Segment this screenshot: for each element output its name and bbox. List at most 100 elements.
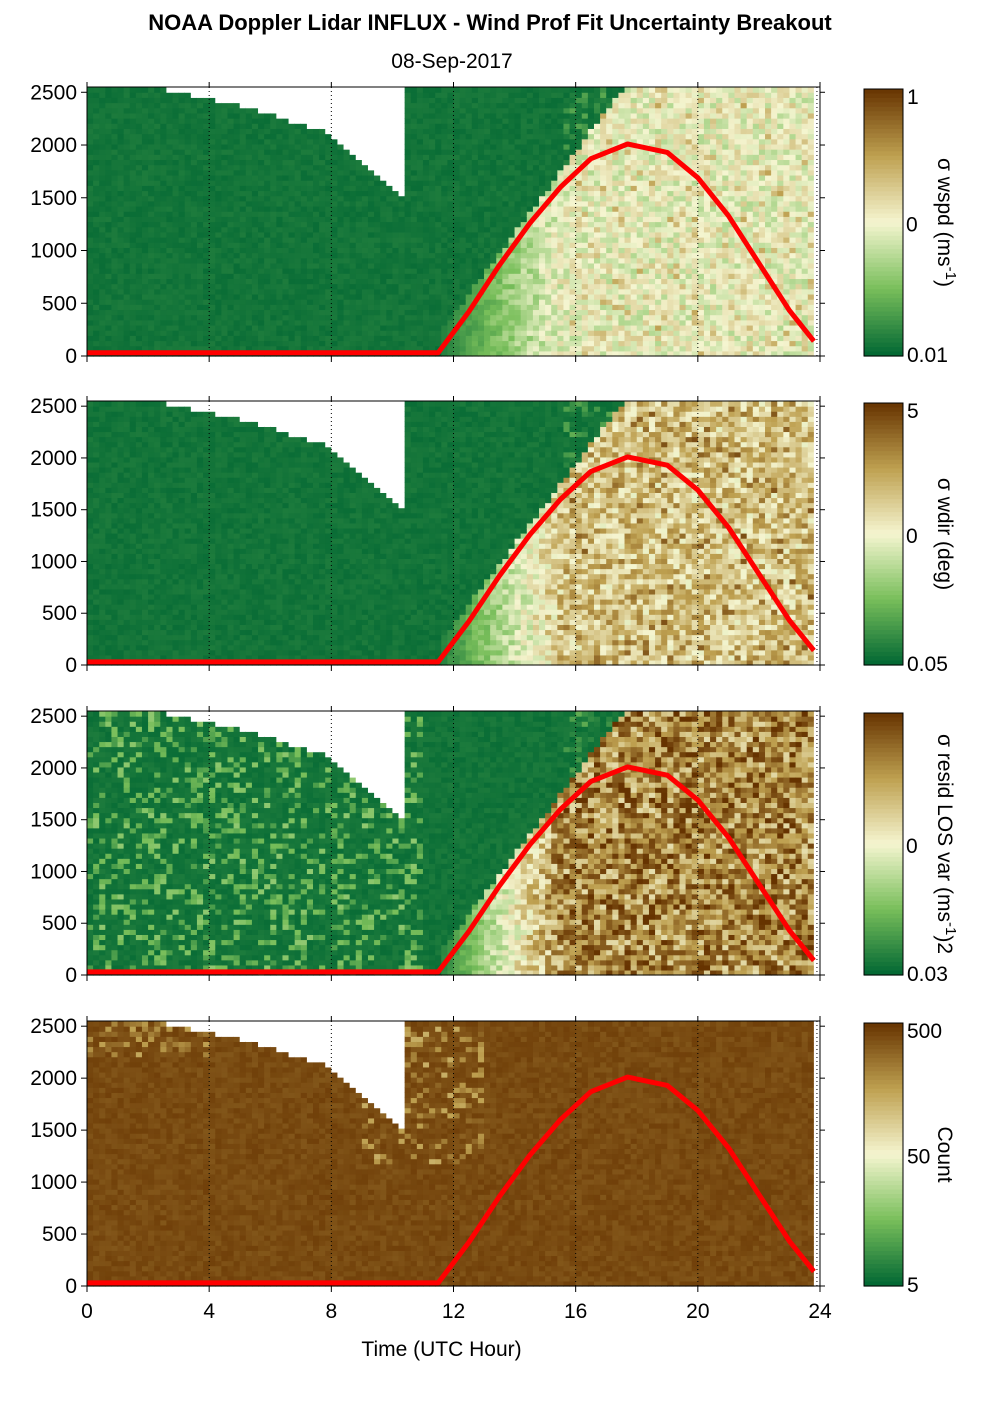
heatmap-cell <box>587 133 595 140</box>
heatmap-cell <box>435 185 442 192</box>
heatmap-cell <box>172 97 180 104</box>
heatmap-cell <box>386 112 394 119</box>
heatmap-cell <box>196 164 204 171</box>
heatmap-cell <box>447 340 455 347</box>
heatmap-cell <box>239 180 247 186</box>
heatmap-cell <box>520 273 528 279</box>
heatmap-cell <box>258 154 265 161</box>
heatmap-cell <box>551 299 558 305</box>
heatmap-cell <box>215 314 222 321</box>
heatmap-cell <box>203 133 210 140</box>
heatmap-cell <box>526 92 534 98</box>
heatmap-cell <box>600 335 607 342</box>
heatmap-cell <box>648 128 656 135</box>
heatmap-cell <box>196 268 204 274</box>
heatmap-cell <box>374 169 381 176</box>
heatmap-cell <box>196 102 204 109</box>
heatmap-cell <box>551 293 558 300</box>
heatmap-cell <box>276 164 284 171</box>
heatmap-cell <box>477 211 485 217</box>
heatmap-cell <box>288 278 296 285</box>
heatmap-cell <box>355 123 363 129</box>
heatmap-cell <box>496 231 503 238</box>
heatmap-cell <box>87 133 94 140</box>
heatmap-cell <box>99 278 106 285</box>
heatmap-cell <box>233 102 241 109</box>
heatmap-cell <box>172 221 180 228</box>
heatmap-cell <box>374 257 381 264</box>
heatmap-cell <box>184 92 192 98</box>
heatmap-cell <box>129 345 137 352</box>
heatmap-cell <box>129 252 137 259</box>
heatmap-cell <box>667 159 674 166</box>
heatmap-cell <box>282 164 290 171</box>
heatmap-cell <box>245 340 253 347</box>
heatmap-cell <box>117 200 125 207</box>
heatmap-cell <box>624 345 632 352</box>
heatmap-cell <box>526 164 534 171</box>
heatmap-cell <box>251 143 259 150</box>
heatmap-cell <box>221 195 229 202</box>
heatmap-cell <box>563 257 571 264</box>
heatmap-cell <box>190 340 198 347</box>
heatmap-cell <box>129 169 137 176</box>
heatmap-cell <box>331 133 339 140</box>
heatmap-cell <box>148 247 155 254</box>
heatmap-cell <box>636 154 644 161</box>
heatmap-cell <box>465 299 473 305</box>
heatmap-cell <box>190 273 198 279</box>
heatmap-cell <box>166 87 174 93</box>
heatmap-cell <box>477 190 485 197</box>
heatmap-cell <box>148 205 155 212</box>
heatmap-cell <box>166 133 174 140</box>
heatmap-cell <box>661 273 668 279</box>
heatmap-cell <box>123 314 131 321</box>
heatmap-cell <box>508 102 516 109</box>
heatmap-cell <box>343 309 351 316</box>
heatmap-cell <box>288 190 296 197</box>
heatmap-cell <box>105 92 113 98</box>
heatmap-cell <box>453 335 461 342</box>
heatmap-cell <box>416 159 424 166</box>
heatmap-cell <box>349 293 357 300</box>
heatmap-cell <box>258 293 265 300</box>
heatmap-cell <box>196 288 204 295</box>
heatmap-cell <box>465 174 473 181</box>
heatmap-cell <box>422 314 430 321</box>
heatmap-cell <box>258 299 265 305</box>
heatmap-cell <box>661 345 668 352</box>
heatmap-cell <box>374 335 381 342</box>
heatmap-cell <box>306 309 314 316</box>
heatmap-cell <box>490 102 497 109</box>
heatmap-cell <box>459 97 467 104</box>
heatmap-cell <box>630 226 638 233</box>
heatmap-cell <box>410 200 418 207</box>
heatmap-cell <box>264 195 271 202</box>
heatmap-cell <box>465 185 473 192</box>
heatmap-cell <box>355 190 363 197</box>
heatmap-cell <box>545 278 552 285</box>
heatmap-cell <box>209 345 216 352</box>
heatmap-cell <box>148 211 155 217</box>
heatmap-cell <box>404 262 412 269</box>
heatmap-cell <box>398 262 406 269</box>
heatmap-cell <box>349 283 357 290</box>
heatmap-cell <box>600 221 607 228</box>
heatmap-cell <box>196 211 204 217</box>
heatmap-cell <box>190 257 198 264</box>
heatmap-cell <box>148 293 155 300</box>
heatmap-cell <box>129 304 137 311</box>
heatmap-cell <box>276 107 284 114</box>
heatmap-cell <box>245 123 253 129</box>
heatmap-cell <box>447 247 455 254</box>
heatmap-cell <box>459 159 467 166</box>
heatmap-cell <box>203 237 210 243</box>
heatmap-cell <box>93 169 100 176</box>
heatmap-cell <box>624 216 632 223</box>
heatmap-cell <box>422 138 430 145</box>
heatmap-cell <box>184 87 192 93</box>
heatmap-cell <box>258 231 265 238</box>
heatmap-cell <box>484 123 491 129</box>
heatmap-cell <box>111 257 119 264</box>
heatmap-cell <box>148 299 155 305</box>
